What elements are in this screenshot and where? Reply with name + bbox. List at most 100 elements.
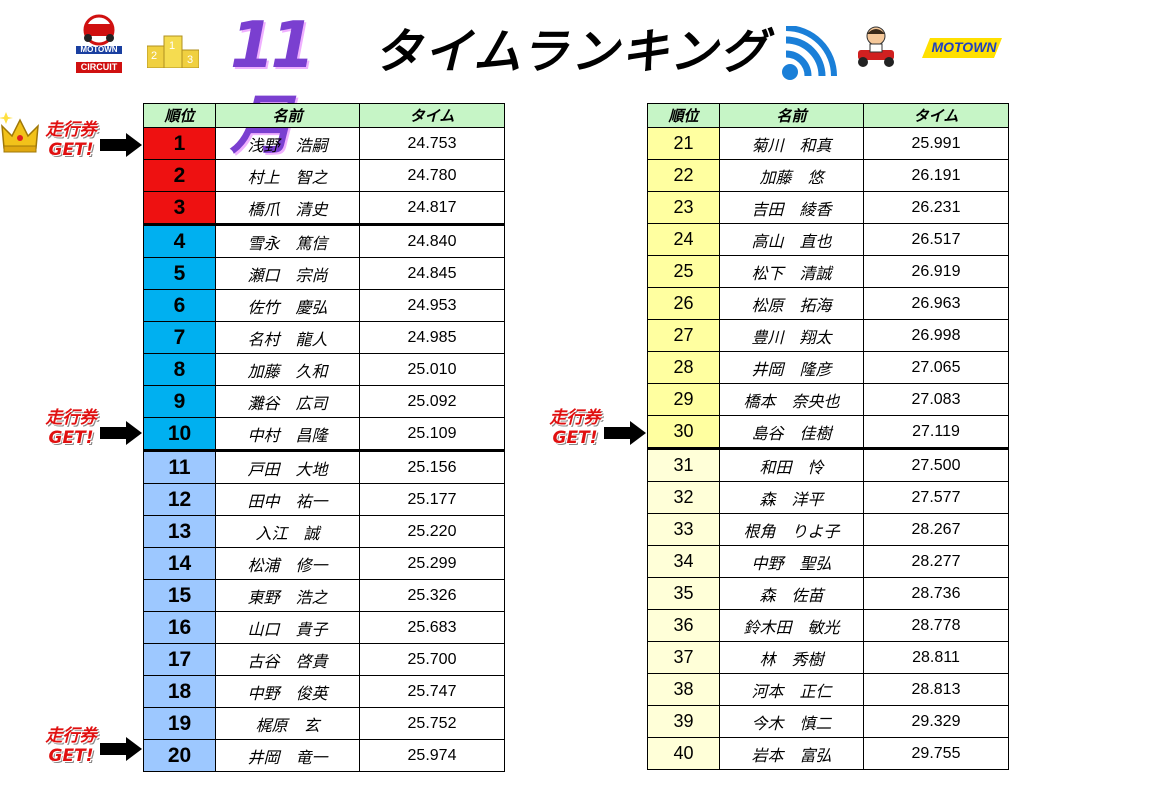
logo-circuit-text: CIRCUIT — [80, 62, 118, 72]
time-cell: 25.220 — [359, 515, 505, 548]
table-row: 34 中野 聖弘 28.277 — [647, 545, 1009, 578]
name-cell: 東野 浩之 — [215, 579, 360, 612]
ranking-table-right: 順位 名前 タイム 21 菊川 和真 25.991 22 加藤 悠 26.191 23 吉田 … — [647, 103, 1009, 770]
time-cell: 27.500 — [863, 448, 1009, 482]
rank-cell: 28 — [647, 351, 720, 384]
rank-cell: 29 — [647, 383, 720, 416]
table-row: 24 高山 直也 26.517 — [647, 223, 1009, 256]
podium-first: 1 — [169, 40, 176, 52]
time-cell: 29.755 — [863, 737, 1009, 770]
name-cell: 灘谷 広司 — [215, 385, 360, 418]
podium-second: 2 — [151, 50, 158, 62]
rank-cell: 23 — [647, 191, 720, 224]
rank-cell: 1 — [143, 127, 216, 160]
name-cell: 山口 貴子 — [215, 611, 360, 644]
rank-cell: 4 — [143, 224, 216, 258]
rank-cell: 26 — [647, 287, 720, 320]
table-row: 10 中村 昌隆 25.109 — [143, 417, 505, 452]
name-cell: 森 佐苗 — [719, 577, 864, 610]
time-cell: 25.326 — [359, 579, 505, 612]
name-cell: 井岡 竜一 — [215, 739, 360, 772]
table-row: 28 井岡 隆彦 27.065 — [647, 351, 1009, 384]
name-cell: 佐竹 慶弘 — [215, 289, 360, 322]
rank-cell: 21 — [647, 127, 720, 160]
name-cell: 井岡 隆彦 — [719, 351, 864, 384]
table-row: 35 森 佐苗 28.736 — [647, 577, 1009, 610]
table-row: 31 和田 怜 27.500 — [647, 448, 1009, 482]
rank-cell: 37 — [647, 641, 720, 674]
name-cell: 橋爪 清史 — [215, 191, 360, 226]
rank-cell: 17 — [143, 643, 216, 676]
rank-cell: 6 — [143, 289, 216, 322]
table-row: 19 梶原 玄 25.752 — [143, 707, 505, 740]
rank-cell: 31 — [647, 448, 720, 482]
table-row: 20 井岡 竜一 25.974 — [143, 739, 505, 772]
time-cell: 25.109 — [359, 417, 505, 452]
table-row: 26 松原 拓海 26.963 — [647, 287, 1009, 320]
table-row: 6 佐竹 慶弘 24.953 — [143, 289, 505, 322]
time-cell: 28.277 — [863, 545, 1009, 578]
rank-cell: 9 — [143, 385, 216, 418]
table-row: 18 中野 俊英 25.747 — [143, 675, 505, 708]
table-row: 2 村上 智之 24.780 — [143, 159, 505, 192]
motown-logo-text: MOTOWN — [931, 39, 997, 55]
time-cell: 26.231 — [863, 191, 1009, 224]
rank-cell: 27 — [647, 319, 720, 352]
name-cell: 雪永 篤信 — [215, 224, 360, 258]
kart-driver-icon — [850, 24, 900, 72]
table-row: 23 吉田 綾香 26.231 — [647, 191, 1009, 224]
rank-cell: 35 — [647, 577, 720, 610]
rank-cell: 12 — [143, 483, 216, 516]
badge-get-label: GET! — [552, 428, 598, 448]
col-name-header: 名前 — [215, 103, 360, 128]
podium-icon: 2 1 3 — [146, 34, 200, 69]
time-cell: 27.065 — [863, 351, 1009, 384]
table-row: 13 入江 誠 25.220 — [143, 515, 505, 548]
time-cell: 26.191 — [863, 159, 1009, 192]
time-cell: 24.840 — [359, 224, 505, 258]
col-time-header: タイム — [863, 103, 1009, 128]
time-cell: 27.119 — [863, 415, 1009, 450]
badge-ticket-30: 走行券 GET! — [540, 408, 610, 448]
name-cell: 和田 怜 — [719, 448, 864, 482]
time-cell: 27.577 — [863, 481, 1009, 514]
rank-cell: 30 — [647, 415, 720, 450]
ranking-table-left: 順位 名前 タイム 1 浅野 浩嗣 24.753 2 村上 智之 24.780 3 橋爪 清史… — [143, 103, 505, 772]
name-cell: 豊川 翔太 — [719, 319, 864, 352]
time-cell: 24.817 — [359, 191, 505, 226]
name-cell: 林 秀樹 — [719, 641, 864, 674]
time-cell: 27.083 — [863, 383, 1009, 416]
table-row: 1 浅野 浩嗣 24.753 — [143, 127, 505, 160]
time-cell: 28.267 — [863, 513, 1009, 546]
time-cell: 24.753 — [359, 127, 505, 160]
table-row: 30 島谷 佳樹 27.119 — [647, 415, 1009, 450]
name-cell: 鈴木田 敏光 — [719, 609, 864, 642]
time-cell: 29.329 — [863, 705, 1009, 738]
time-cell: 24.985 — [359, 321, 505, 354]
name-cell: 入江 誠 — [215, 515, 360, 548]
time-cell: 25.991 — [863, 127, 1009, 160]
badge-get-label: GET! — [48, 746, 94, 766]
name-cell: 村上 智之 — [215, 159, 360, 192]
name-cell: 松下 清誠 — [719, 255, 864, 288]
badge-ticket-10: 走行券 GET! — [36, 408, 106, 448]
rank-cell: 18 — [143, 675, 216, 708]
time-cell: 28.778 — [863, 609, 1009, 642]
table-row: 39 今木 慎二 29.329 — [647, 705, 1009, 738]
rank-cell: 19 — [143, 707, 216, 740]
name-cell: 古谷 啓貴 — [215, 643, 360, 676]
rank-cell: 15 — [143, 579, 216, 612]
rank-cell: 22 — [647, 159, 720, 192]
badge-get-label: GET! — [48, 140, 94, 160]
table-row: 25 松下 清誠 26.919 — [647, 255, 1009, 288]
time-cell: 25.683 — [359, 611, 505, 644]
rank-cell: 25 — [647, 255, 720, 288]
name-cell: 中野 俊英 — [215, 675, 360, 708]
month-label: 11月 — [230, 9, 315, 163]
time-cell: 25.752 — [359, 707, 505, 740]
table-row: 40 岩本 富弘 29.755 — [647, 737, 1009, 770]
rank-cell: 7 — [143, 321, 216, 354]
name-cell: 加藤 悠 — [719, 159, 864, 192]
badge-ticket-label: 走行券 — [45, 726, 97, 746]
rank-cell: 8 — [143, 353, 216, 386]
